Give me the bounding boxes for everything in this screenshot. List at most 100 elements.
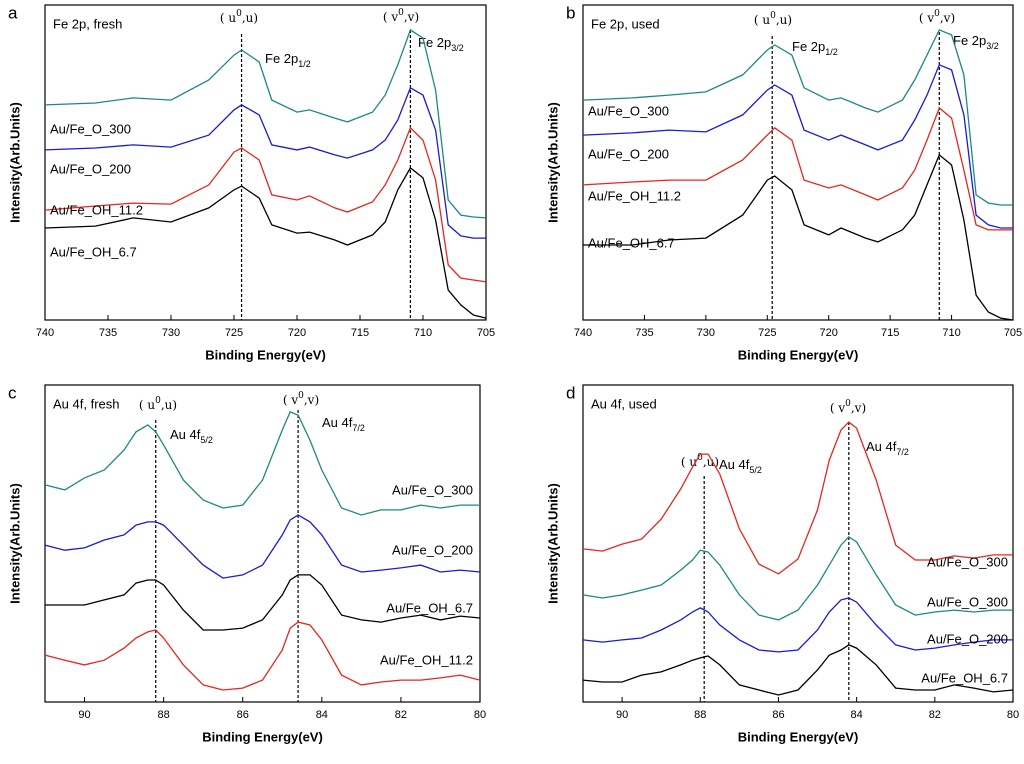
series-label: Au/Fe_O_300	[927, 554, 1008, 569]
x-tick-label: 82	[929, 709, 941, 721]
spectrum-line	[44, 621, 481, 691]
x-tick-label: 710	[942, 327, 960, 339]
x-tick-label: 80	[474, 709, 486, 721]
spectrum-line	[583, 153, 1014, 321]
x-tick-label: 730	[697, 327, 715, 339]
peak-name: Fe 2p3/2	[953, 33, 999, 51]
spectrum-line	[582, 421, 1013, 575]
peak-label-sup: 0	[398, 8, 404, 18]
spectrum-line	[44, 28, 487, 219]
peak-name-sub: 7/2	[896, 447, 909, 457]
peak-name-text: Au 4f	[322, 415, 353, 430]
peak-label-text: ( v	[919, 11, 934, 25]
spectrum-line	[44, 411, 480, 516]
peak-name-text: Fe 2p	[953, 33, 986, 48]
peak-label-text: ( v	[830, 401, 845, 415]
peak-name: Fe 2p3/2	[418, 35, 464, 53]
spectrum-line	[582, 63, 1013, 229]
x-tick-label: 90	[78, 709, 90, 721]
spectrum-line	[44, 166, 487, 319]
peak-name-text: Au 4f	[866, 439, 897, 454]
peak-label-tail: ,u)	[776, 13, 792, 27]
spectrum-line	[45, 574, 481, 631]
x-tick-label: 710	[414, 327, 432, 339]
peak-name-text: Au 4f	[719, 457, 750, 472]
series-label: Au/Fe_OH_6.7	[386, 600, 473, 615]
series-label: Au/Fe_O_200	[588, 146, 669, 161]
x-tick-label: 720	[820, 327, 838, 339]
x-tick-label: 725	[225, 327, 243, 339]
peak-label: ( u0,u)	[139, 396, 177, 412]
peak-label-text: ( u	[681, 455, 697, 469]
panel-label: d	[566, 383, 575, 402]
plot-frame	[44, 4, 487, 321]
spectrum-line	[582, 644, 1014, 696]
x-tick-label: 88	[694, 709, 706, 721]
peak-name-text: Fe 2p	[265, 51, 298, 66]
peak-name: Au 4f5/2	[170, 427, 213, 445]
x-tick-label: 740	[574, 327, 592, 339]
x-tick-label: 90	[616, 709, 628, 721]
peak-name-text: Au 4f	[170, 427, 201, 442]
x-tick-label: 88	[158, 709, 170, 721]
y-axis-title: Intensity(Arb.Units)	[545, 102, 560, 223]
series-label: Au/Fe_O_200	[50, 161, 131, 176]
peak-label-text: ( v	[283, 393, 298, 407]
spectrum-line	[582, 535, 1013, 621]
peak-label-text: ( u	[754, 13, 770, 27]
series-label: Au/Fe_O_300	[392, 482, 473, 497]
peak-label: ( v0,v)	[919, 9, 955, 25]
spectrum-line	[44, 86, 486, 239]
x-tick-label: 84	[851, 709, 863, 721]
panel-label: c	[8, 383, 17, 402]
peak-label-text: ( u	[139, 398, 155, 412]
peak-name: Au 4f7/2	[322, 415, 365, 433]
spectrum-line	[44, 126, 487, 283]
plot-frame	[582, 4, 1014, 321]
x-tick-label: 86	[237, 709, 249, 721]
spectrum-line	[582, 29, 1013, 206]
peak-label-tail: ,v)	[940, 11, 955, 25]
peak-label-sup: 0	[697, 453, 703, 463]
peak-label-tail: ,u)	[161, 398, 177, 412]
series-label: Au/Fe_OH_11.2	[588, 188, 681, 203]
series-label: Au/Fe_OH_11.2	[50, 202, 143, 217]
peak-label-tail: ,u)	[242, 11, 258, 25]
peak-label-sup: 0	[770, 11, 776, 21]
peak-label-sup: 0	[845, 399, 851, 409]
peak-name-sub: 7/2	[352, 423, 365, 433]
x-tick-label: 705	[1004, 327, 1022, 339]
peak-name: Fe 2p1/2	[265, 51, 311, 69]
peak-label: ( u0,u)	[754, 11, 792, 27]
peak-name-sub: 5/2	[200, 435, 213, 445]
peak-name-sub: 1/2	[298, 59, 311, 69]
peak-label: ( v0,v)	[830, 399, 866, 415]
peak-label-sup: 0	[298, 391, 304, 401]
x-tick-label: 735	[635, 327, 653, 339]
x-tick-label: 84	[316, 709, 328, 721]
peak-label-sup: 0	[236, 9, 242, 19]
peak-label-tail: ,v)	[304, 393, 319, 407]
peak-name-sub: 3/2	[451, 43, 464, 53]
panel-title: Au 4f, fresh	[53, 396, 119, 411]
panel-title: Fe 2p, fresh	[53, 16, 122, 31]
x-tick-label: 715	[881, 327, 899, 339]
x-tick-label: 80	[1007, 709, 1019, 721]
x-axis-title: Binding Energy(eV)	[738, 347, 859, 362]
peak-label-text: ( u	[220, 11, 236, 25]
peak-label-text: ( v	[383, 10, 398, 24]
y-axis-title: Intensity(Arb.Units)	[7, 483, 22, 604]
peak-name-sub: 1/2	[825, 47, 838, 57]
peak-label-tail: ,v)	[404, 10, 419, 24]
plot-frame	[582, 384, 1014, 703]
series-label: Au/Fe_O_300	[927, 594, 1008, 609]
panel: b Fe 2p, used 740 735 730 725 720 715 710 705 Bind…	[545, 3, 1022, 362]
series-label: Au/Fe_O_200	[927, 631, 1008, 646]
spectrum-line	[44, 514, 481, 579]
plot-frame	[44, 384, 481, 703]
x-tick-label: 730	[162, 327, 180, 339]
panel-title: Fe 2p, used	[591, 16, 660, 31]
peak-name: Au 4f7/2	[866, 439, 909, 457]
panel: c Au 4f, fresh 90 88 86 84 82 80 Binding Energy(…	[7, 383, 486, 744]
series-label: Au/Fe_OH_11.2	[380, 652, 473, 667]
